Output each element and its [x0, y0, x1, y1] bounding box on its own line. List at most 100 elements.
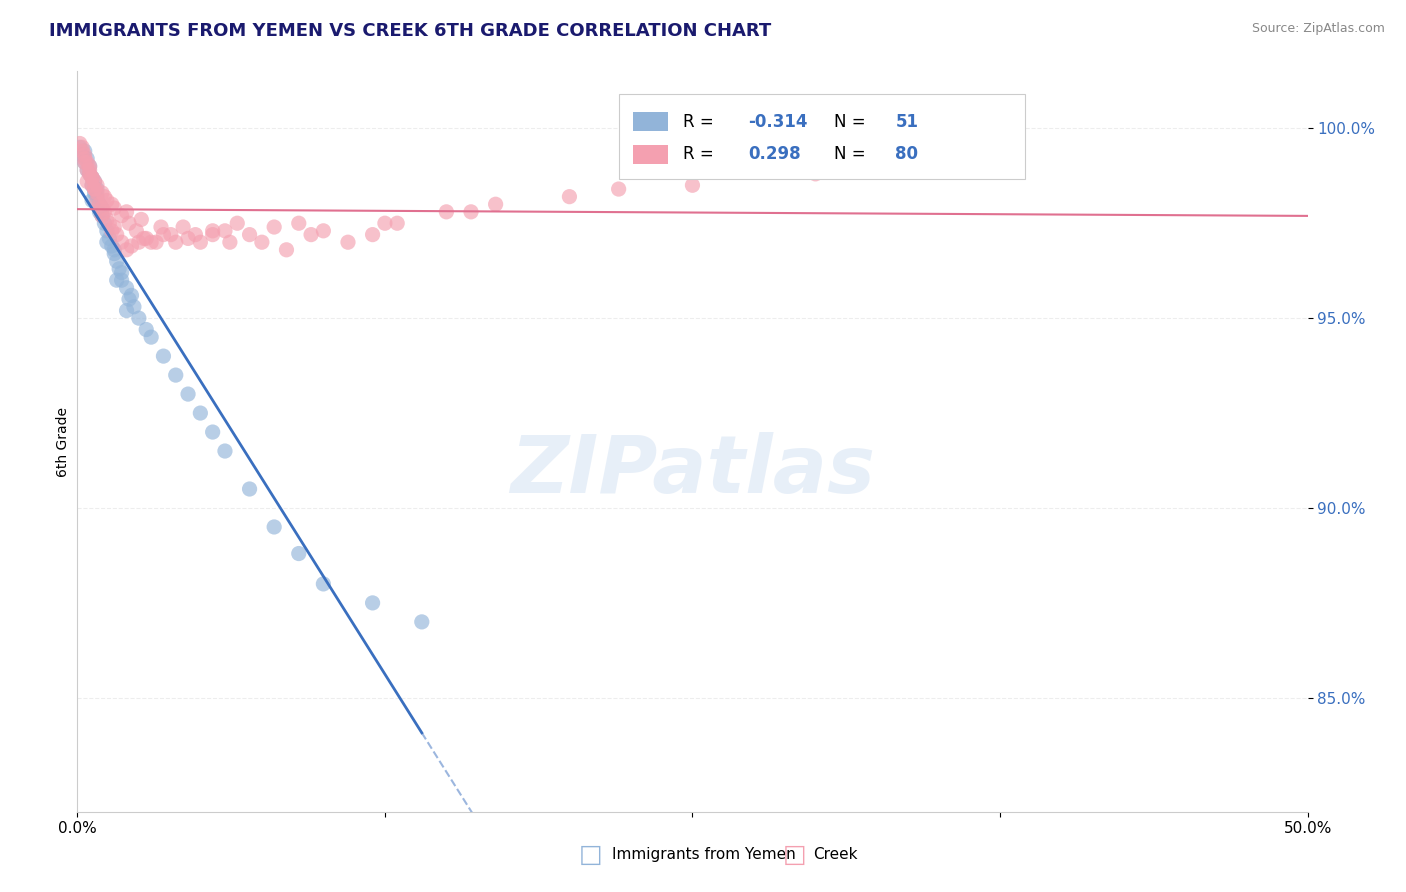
- Point: [276, 243, 298, 257]
- Point: [239, 482, 262, 496]
- Point: [288, 216, 311, 230]
- Point: [86, 189, 108, 203]
- Bar: [619, 94, 1025, 178]
- Point: [152, 227, 174, 242]
- Point: [263, 520, 285, 534]
- Point: [89, 197, 111, 211]
- Point: [214, 444, 236, 458]
- Point: [82, 170, 104, 185]
- Text: -0.314: -0.314: [748, 112, 807, 131]
- Text: Creek: Creek: [813, 847, 858, 862]
- Point: [250, 235, 273, 250]
- Point: [135, 231, 157, 245]
- Point: [111, 273, 132, 287]
- Point: [93, 189, 115, 203]
- Point: [184, 227, 207, 242]
- Point: [121, 288, 143, 302]
- Point: [150, 220, 173, 235]
- Point: [76, 163, 98, 178]
- Y-axis label: 6th Grade: 6th Grade: [56, 407, 70, 476]
- Text: ZIPatlas: ZIPatlas: [510, 432, 875, 510]
- Text: IMMIGRANTS FROM YEMEN VS CREEK 6TH GRADE CORRELATION CHART: IMMIGRANTS FROM YEMEN VS CREEK 6TH GRADE…: [49, 22, 772, 40]
- Text: R =: R =: [683, 145, 718, 163]
- Point: [79, 163, 101, 178]
- Point: [93, 204, 115, 219]
- Point: [83, 182, 105, 196]
- Point: [172, 220, 194, 235]
- Point: [82, 170, 104, 185]
- Point: [82, 194, 104, 208]
- Point: [165, 235, 187, 250]
- Point: [111, 266, 132, 280]
- Point: [101, 224, 124, 238]
- Text: 80: 80: [896, 145, 918, 163]
- Point: [201, 224, 224, 238]
- Point: [558, 189, 581, 203]
- Point: [165, 368, 187, 383]
- Point: [121, 239, 143, 253]
- Point: [96, 194, 118, 208]
- Point: [188, 235, 212, 250]
- Point: [337, 235, 360, 250]
- Point: [89, 197, 111, 211]
- Point: [152, 349, 174, 363]
- Point: [105, 227, 128, 242]
- Point: [90, 209, 114, 223]
- Point: [682, 178, 704, 193]
- Point: [73, 144, 96, 158]
- Point: [76, 155, 98, 169]
- Point: [201, 425, 224, 439]
- Point: [108, 261, 131, 276]
- Point: [460, 204, 482, 219]
- Point: [105, 273, 128, 287]
- Text: □: □: [579, 843, 602, 866]
- Text: R =: R =: [683, 112, 718, 131]
- Point: [82, 178, 104, 193]
- Point: [101, 239, 124, 253]
- Point: [83, 186, 105, 200]
- Text: Source: ZipAtlas.com: Source: ZipAtlas.com: [1251, 22, 1385, 36]
- Point: [79, 167, 101, 181]
- Point: [90, 209, 114, 223]
- Point: [135, 322, 157, 336]
- Point: [93, 216, 115, 230]
- Point: [361, 227, 384, 242]
- Point: [70, 148, 93, 162]
- Point: [96, 235, 118, 250]
- Point: [111, 209, 132, 223]
- Point: [129, 212, 153, 227]
- Point: [90, 201, 114, 215]
- Point: [82, 170, 104, 185]
- Point: [98, 231, 121, 245]
- Point: [385, 216, 409, 230]
- Point: [79, 159, 101, 173]
- Point: [239, 227, 262, 242]
- Point: [79, 167, 101, 181]
- Point: [361, 596, 384, 610]
- Point: [79, 159, 101, 173]
- Point: [804, 167, 827, 181]
- Point: [115, 303, 138, 318]
- Point: [86, 186, 108, 200]
- Point: [90, 186, 114, 200]
- Point: [263, 220, 285, 235]
- Point: [83, 174, 105, 188]
- Point: [188, 406, 212, 420]
- Point: [73, 152, 96, 166]
- Point: [132, 231, 155, 245]
- Point: [288, 547, 311, 561]
- Point: [70, 144, 93, 158]
- Point: [103, 201, 125, 215]
- Point: [96, 212, 118, 227]
- Point: [226, 216, 249, 230]
- Point: [103, 220, 125, 235]
- Point: [69, 136, 91, 151]
- Point: [312, 224, 335, 238]
- Text: Immigrants from Yemen: Immigrants from Yemen: [612, 847, 796, 862]
- Point: [90, 201, 114, 215]
- Point: [128, 235, 150, 250]
- Bar: [634, 145, 668, 163]
- Point: [177, 387, 200, 401]
- Point: [115, 204, 138, 219]
- Text: 0.298: 0.298: [748, 145, 800, 163]
